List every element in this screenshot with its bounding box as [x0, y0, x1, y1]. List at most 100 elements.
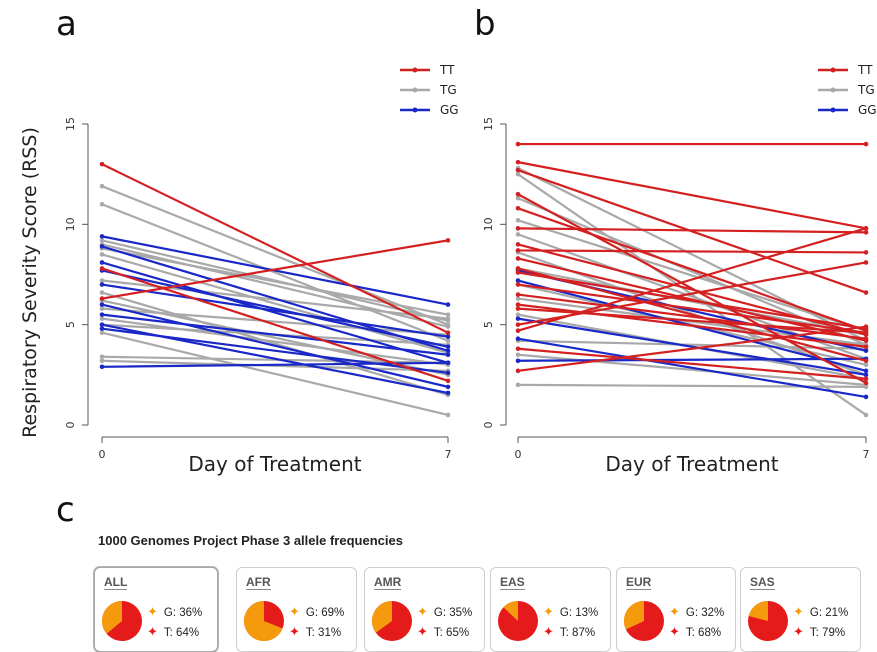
legend-marker-icon: ✦	[669, 624, 680, 639]
x-axis-label: Day of Treatment	[188, 452, 361, 476]
data-point	[515, 266, 521, 271]
allele-pie	[102, 601, 142, 641]
series-line-gg	[100, 269, 450, 348]
x-tick-label: 7	[863, 448, 870, 461]
data-point	[445, 352, 451, 358]
pie-slice-g	[624, 601, 644, 630]
y-tick-label: 5	[482, 321, 495, 328]
data-point	[515, 306, 521, 311]
frequency-text: G: 13%	[559, 607, 599, 619]
legend-marker-icon: ✦	[289, 624, 300, 639]
legend-label-tg: TG	[439, 83, 457, 97]
series-line-tt	[516, 271, 868, 330]
data-point	[863, 141, 869, 147]
legend-marker	[412, 107, 418, 113]
data-point	[99, 183, 105, 189]
data-point	[99, 201, 105, 207]
series-line-gg	[516, 317, 868, 376]
allele-pie	[624, 601, 664, 641]
data-point	[99, 322, 105, 327]
data-point	[515, 195, 521, 201]
data-point	[515, 270, 521, 275]
data-point	[863, 358, 869, 364]
data-point	[445, 384, 451, 390]
data-point	[445, 312, 451, 317]
x-tick-label: 7	[445, 448, 452, 461]
data-point	[515, 358, 521, 364]
series-line-tg	[100, 253, 450, 354]
data-point	[99, 282, 105, 287]
data-point	[99, 306, 105, 311]
legend-marker-icon: ✦	[543, 624, 554, 639]
data-point	[515, 346, 521, 352]
series-line-gg	[100, 261, 450, 364]
series-line-tt	[100, 267, 450, 382]
legend-label-tg: TG	[857, 83, 875, 97]
y-tick-label: 15	[64, 117, 77, 131]
data-point	[99, 330, 105, 335]
panel-label-c: c	[56, 490, 75, 530]
pie-slice-g	[102, 601, 122, 634]
data-point	[863, 376, 869, 382]
population-card-afr: AFR ✦ G: 69% ✦ T: 31%	[236, 567, 357, 652]
data-point	[863, 324, 869, 329]
population-card-sas: SAS ✦ G: 21% ✦ T: 79%	[740, 567, 861, 652]
legend-label-gg: GG	[858, 103, 877, 117]
data-point	[99, 278, 105, 283]
population-card-eas: EAS ✦ G: 13% ✦ T: 87%	[490, 567, 611, 652]
data-point	[445, 378, 451, 384]
g-frequency-label: ✦ G: 35%	[417, 604, 472, 620]
data-point	[863, 290, 869, 295]
data-point	[515, 368, 521, 374]
frequency-text: T: 68%	[685, 627, 722, 639]
data-point	[99, 290, 105, 295]
series-line-tt	[516, 227, 868, 234]
chart-panel-b: 0 5 10 15 0 7 Day of Treatment TT TG GG	[482, 63, 877, 476]
frequency-text: G: 69%	[305, 607, 345, 619]
panel-label-a: a	[56, 4, 77, 44]
data-point	[445, 316, 451, 321]
frequency-text: T: 79%	[809, 627, 846, 639]
data-point	[863, 250, 869, 255]
series-line-tg	[516, 383, 868, 388]
series-line-gg	[100, 327, 450, 374]
allele-pie	[748, 601, 788, 641]
data-point	[863, 368, 869, 374]
g-frequency-label: ✦ G: 21%	[793, 604, 848, 620]
legend-label-gg: GG	[440, 103, 459, 117]
population-name: EUR	[626, 575, 652, 590]
x-axis-label: Day of Treatment	[605, 452, 778, 476]
data-point	[445, 324, 451, 329]
data-point	[445, 344, 451, 350]
legend-marker-icon: ✦	[669, 604, 680, 619]
data-point	[99, 260, 105, 265]
data-point	[445, 370, 451, 376]
data-point	[515, 336, 521, 342]
data-point	[515, 382, 521, 388]
data-point	[515, 232, 521, 237]
data-point	[445, 360, 451, 366]
pie-slice-g	[244, 601, 283, 641]
population-card-eur: EUR ✦ G: 32% ✦ T: 68%	[616, 567, 736, 652]
data-point	[515, 352, 521, 358]
legend-marker-icon: ✦	[289, 604, 300, 619]
series-line-tt	[516, 293, 868, 340]
data-point	[445, 348, 451, 354]
data-point	[863, 412, 869, 418]
allele-pie	[372, 601, 412, 641]
data-point	[515, 302, 521, 307]
series-line-tt	[516, 283, 868, 334]
data-point	[445, 302, 451, 307]
data-point	[99, 234, 105, 239]
legend-label-tt: TT	[857, 63, 873, 77]
population-name: ALL	[104, 575, 128, 590]
legend-marker	[412, 67, 418, 73]
frequency-text: T: 31%	[305, 627, 342, 639]
data-point	[515, 159, 521, 165]
data-point	[863, 380, 869, 386]
data-point	[99, 252, 105, 257]
y-axis-label: Respiratory Severity Score (RSS)	[19, 127, 41, 438]
series-line-gg	[100, 313, 450, 356]
data-point	[863, 362, 869, 368]
series-line-gg	[100, 303, 450, 388]
